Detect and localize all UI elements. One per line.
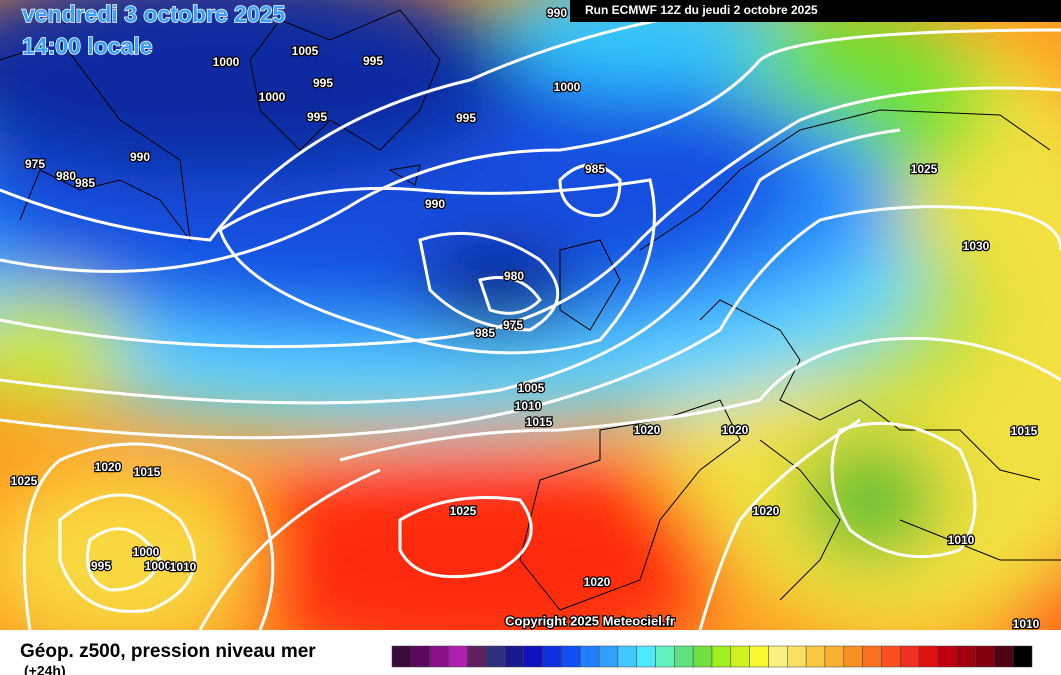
isobar-label: 1020 xyxy=(753,504,780,518)
color-swatch xyxy=(881,645,901,668)
color-swatch xyxy=(956,645,976,668)
color-swatch xyxy=(655,645,675,668)
isobar-label: 995 xyxy=(307,110,327,124)
isobar-label: 1015 xyxy=(1011,424,1038,438)
color-swatch xyxy=(504,645,525,668)
isobar-labels: 9901005995100099510009959759809859901000… xyxy=(9,5,1041,633)
color-swatch xyxy=(749,645,769,668)
color-swatch xyxy=(862,645,882,668)
color-swatch xyxy=(805,645,826,668)
isobar-label: 980 xyxy=(504,269,524,283)
run-info: Run ECMWF 12Z du jeudi 2 octobre 2025 xyxy=(585,3,818,17)
legend-title: Géop. z500, pression niveau mer xyxy=(20,641,316,662)
color-swatch xyxy=(674,645,694,668)
isobar-label: 1020 xyxy=(584,575,611,589)
run-banner xyxy=(570,0,1061,22)
color-swatch xyxy=(542,645,562,668)
color-swatch xyxy=(787,645,807,668)
isobar-label: 1020 xyxy=(634,423,661,437)
isobar-label: 1000 xyxy=(554,80,581,94)
color-swatch xyxy=(410,645,430,668)
color-swatch xyxy=(975,645,995,668)
color-swatch xyxy=(598,645,619,668)
isobar-label: 1000 xyxy=(145,559,172,573)
isobar-label: 1010 xyxy=(948,533,975,547)
isobar-label: 975 xyxy=(503,318,523,332)
color-swatch xyxy=(391,645,412,668)
isobar-label: 995 xyxy=(456,111,476,125)
isobar-label: 990 xyxy=(547,6,567,20)
time: 14:00 locale xyxy=(22,33,152,59)
color-swatch xyxy=(937,645,957,668)
color-swatch xyxy=(429,645,449,668)
color-swatch xyxy=(561,645,581,668)
isobar-label: 1010 xyxy=(1013,617,1040,631)
isobar-label: 1010 xyxy=(170,560,197,574)
isobar-label: 1005 xyxy=(518,381,545,395)
color-swatch xyxy=(843,645,863,668)
color-swatch xyxy=(768,645,788,668)
color-swatch xyxy=(448,645,468,668)
isobar-label: 1025 xyxy=(11,474,38,488)
color-swatch xyxy=(617,645,637,668)
isobar-label: 1000 xyxy=(213,55,240,69)
isobar-label: 1025 xyxy=(450,504,477,518)
color-scale xyxy=(391,645,1033,668)
isobar-label: 995 xyxy=(313,76,333,90)
color-swatch xyxy=(711,645,732,668)
isobar-label: 980 xyxy=(56,169,76,183)
isobar-label: 985 xyxy=(475,326,495,340)
isobar-label: 1010 xyxy=(515,399,542,413)
isobar-label: 1005 xyxy=(292,44,319,58)
color-swatch xyxy=(636,645,656,668)
isobar-label: 990 xyxy=(130,150,150,164)
legend-subtitle: (+24h) xyxy=(24,663,66,675)
color-swatch xyxy=(1012,645,1033,668)
isobar-label: 1015 xyxy=(526,415,553,429)
isobar-label: 995 xyxy=(363,54,383,68)
color-swatch xyxy=(467,645,487,668)
isobar-label: 1025 xyxy=(911,162,938,176)
isobar-label: 1020 xyxy=(95,460,122,474)
color-swatch xyxy=(579,645,600,668)
color-swatch xyxy=(824,645,845,668)
color-swatch xyxy=(994,645,1014,668)
color-swatch xyxy=(485,645,506,668)
isobar-label: 1000 xyxy=(133,545,160,559)
isobar-label: 1030 xyxy=(963,239,990,253)
color-swatch xyxy=(899,645,920,668)
color-swatch xyxy=(692,645,713,668)
date: vendredi 3 octobre 2025 xyxy=(22,1,286,27)
isobar-label: 990 xyxy=(425,197,445,211)
isobar-label: 1000 xyxy=(259,90,286,104)
isobar-label: 975 xyxy=(25,157,45,171)
isobar-label: 1020 xyxy=(722,423,749,437)
color-swatch xyxy=(918,645,939,668)
isobar-label: 985 xyxy=(585,162,605,176)
color-swatch xyxy=(523,645,543,668)
isobar-label: 985 xyxy=(75,176,95,190)
color-swatch xyxy=(730,645,750,668)
isobar-label: 1015 xyxy=(134,465,161,479)
isobar-label: 995 xyxy=(91,559,111,573)
copyright: Copyright 2025 Meteociel.fr xyxy=(505,613,675,628)
